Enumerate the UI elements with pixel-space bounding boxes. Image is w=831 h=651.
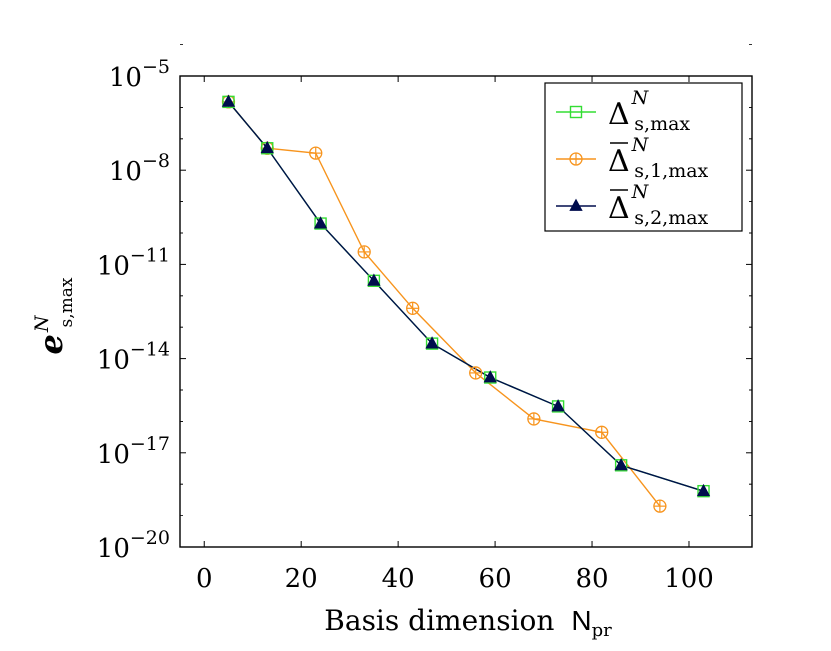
x-tick-label: 20 bbox=[285, 564, 318, 594]
data-point bbox=[595, 425, 609, 439]
data-point bbox=[653, 499, 667, 513]
y-tick-label: 10−14 bbox=[97, 339, 170, 376]
x-axis-label: Basis dimension Npr bbox=[324, 604, 612, 641]
legend-marker bbox=[569, 105, 583, 119]
data-point bbox=[367, 273, 381, 286]
y-tick-label: 10−17 bbox=[97, 433, 170, 470]
y-tick-label: 10−11 bbox=[97, 244, 170, 281]
x-tick-label: 60 bbox=[479, 564, 512, 594]
data-point bbox=[313, 216, 328, 229]
legend-marker bbox=[569, 152, 583, 166]
y-tick-label: 10−20 bbox=[97, 527, 170, 564]
data-point bbox=[309, 146, 323, 160]
data-point bbox=[425, 336, 439, 349]
legend-marker bbox=[569, 198, 583, 211]
data-point bbox=[469, 366, 483, 380]
y-tick-label: 10−8 bbox=[109, 150, 170, 187]
data-point bbox=[260, 140, 274, 154]
y-axis-ticks: 10−5 10−8 10−11 10−14 10−17 10−20 bbox=[97, 44, 752, 564]
data-point bbox=[406, 301, 420, 315]
y-axis-label: eN s,max bbox=[31, 277, 77, 354]
series-layer bbox=[221, 94, 711, 513]
data-point bbox=[483, 370, 497, 383]
data-point bbox=[527, 412, 541, 426]
x-tick-label: 0 bbox=[196, 564, 213, 594]
plot-frame bbox=[179, 75, 753, 548]
data-point bbox=[696, 483, 711, 497]
data-point bbox=[614, 457, 628, 471]
x-tick-label: 100 bbox=[664, 564, 714, 594]
data-point bbox=[221, 94, 236, 107]
x-tick-label: 40 bbox=[382, 564, 415, 594]
data-point bbox=[551, 399, 565, 412]
y-tick-label: 10−5 bbox=[109, 56, 170, 93]
data-point bbox=[357, 245, 371, 259]
x-axis-ticks: 0 20 40 60 80 100 bbox=[196, 76, 714, 594]
svg-text:eNs,max: eN s,max bbox=[31, 277, 77, 354]
x-tick-label: 80 bbox=[575, 564, 608, 594]
